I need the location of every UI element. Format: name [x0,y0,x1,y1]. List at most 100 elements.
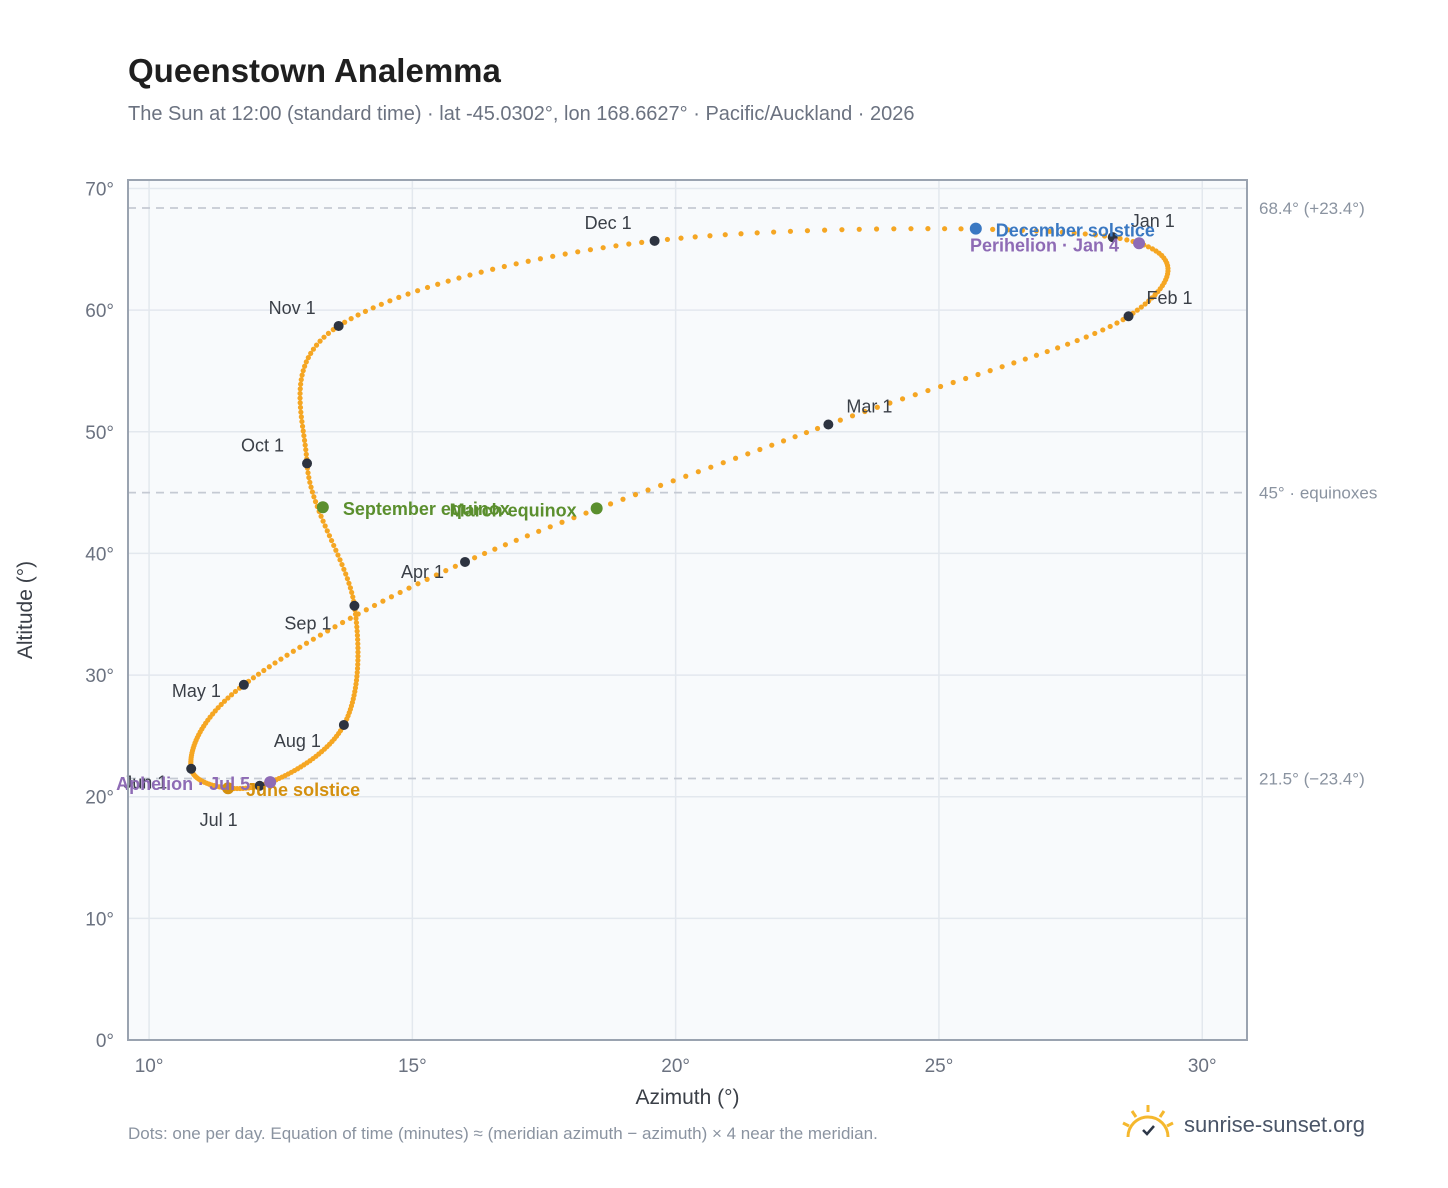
plot-border [127,179,1248,1041]
daily-dot [435,281,441,287]
daily-dot [613,243,619,249]
y-tick-label: 40° [85,544,114,565]
daily-dot [559,519,565,525]
daily-dot [1071,230,1077,236]
daily-dot [300,428,306,434]
daily-dot [562,251,568,257]
daily-dot [341,566,347,572]
daily-dot [266,664,272,670]
daily-dot [297,390,303,397]
daily-dot [433,572,439,578]
daily-dot [424,284,431,291]
daily-dot [348,316,354,322]
daily-dot [849,413,856,419]
month-markers: Jan 1 Feb 1 Mar 1 Apr 1 May 1 Jun 1 Jul 1 Aug 1… [123,211,1192,830]
daily-dot [999,364,1005,370]
daily-dot [354,632,361,638]
daily-dot [320,518,326,524]
daily-dot [311,494,317,500]
daily-dot [396,294,402,300]
daily-dot [502,542,508,548]
month-marker [254,780,265,791]
daily-dot [313,342,320,348]
daily-dot [355,641,361,647]
daily-dot [1083,334,1089,340]
daily-dot [299,372,305,378]
daily-dot [331,542,337,549]
daily-dot [297,395,303,401]
x-axis-title: Azimuth (°) [635,1086,739,1109]
axis-ticks: 10° 15° 20° 25° 30° 0° 10° 20° 30° 40° 50° 60° 70° [85,180,1216,1077]
brand[interactable]: sunrise-sunset.org [1120,1100,1365,1150]
daily-dot [355,661,361,668]
x-tick-label: 30° [1188,1056,1217,1077]
month-marker-label: Dec 1 [585,213,632,233]
daily-dot [745,451,751,457]
daily-dot [787,228,794,234]
daily-dot [299,418,305,425]
daily-dot [1011,360,1017,366]
daily-dot [443,568,449,574]
event-marker [264,776,277,789]
daily-dot [987,368,993,374]
daily-dot [925,226,931,232]
daily-dot [912,392,918,398]
daily-dot [1149,295,1155,301]
daily-dot [1047,228,1053,235]
daily-dot [325,330,332,336]
event-label: September equinox [343,499,510,519]
month-marker [302,458,313,469]
daily-dot [355,657,361,663]
daily-dot [349,589,355,596]
daily-dot [822,227,828,233]
daily-dot [769,442,775,448]
daily-dot [583,510,589,516]
daily-dot [1033,228,1039,234]
daily-dot [298,381,304,387]
daily-dot [513,537,519,543]
daily-dot [388,594,395,600]
daily-dot [303,451,309,457]
month-marker-label: Sep 1 [284,614,331,634]
daily-dot [353,615,359,622]
y-axis-title: Altitude (°) [14,561,37,659]
daily-dot [370,305,376,311]
month-marker-label: Mar 1 [846,396,892,416]
daily-dot [278,656,284,662]
y-tick-label: 60° [85,301,114,322]
daily-dot [626,241,632,247]
daily-dot [958,226,964,232]
daily-dot [355,312,361,318]
month-marker [238,679,249,690]
daily-dot [347,585,354,591]
daily-dot [424,576,430,582]
daily-dot [397,589,403,596]
daily-dot [309,489,315,495]
event-label: Perihelion · Jan 4 [970,235,1119,255]
daily-dot [490,266,496,272]
daily-dot [415,581,421,587]
daily-dot [350,594,356,600]
daily-dot [975,371,981,378]
y-tick-label: 50° [85,423,114,444]
daily-dot [322,523,328,529]
month-marker [333,320,344,331]
daily-dot [1117,235,1123,242]
daily-dot [571,515,577,521]
daily-dot [587,247,594,253]
daily-dot [308,350,314,356]
daily-dot [325,628,331,634]
daily-dot [1022,356,1028,362]
daily-dot [908,226,914,232]
daily-dot [354,665,361,672]
daily-dot [678,235,684,241]
month-marker-label: Feb 1 [1147,288,1193,308]
daily-dot [620,496,626,502]
event-marker [222,782,235,795]
daily-dot [537,256,543,262]
daily-dot [328,537,335,544]
daily-dot [899,396,906,402]
daily-dot [343,571,349,577]
daily-dot [371,602,378,609]
daily-dot [354,669,360,676]
